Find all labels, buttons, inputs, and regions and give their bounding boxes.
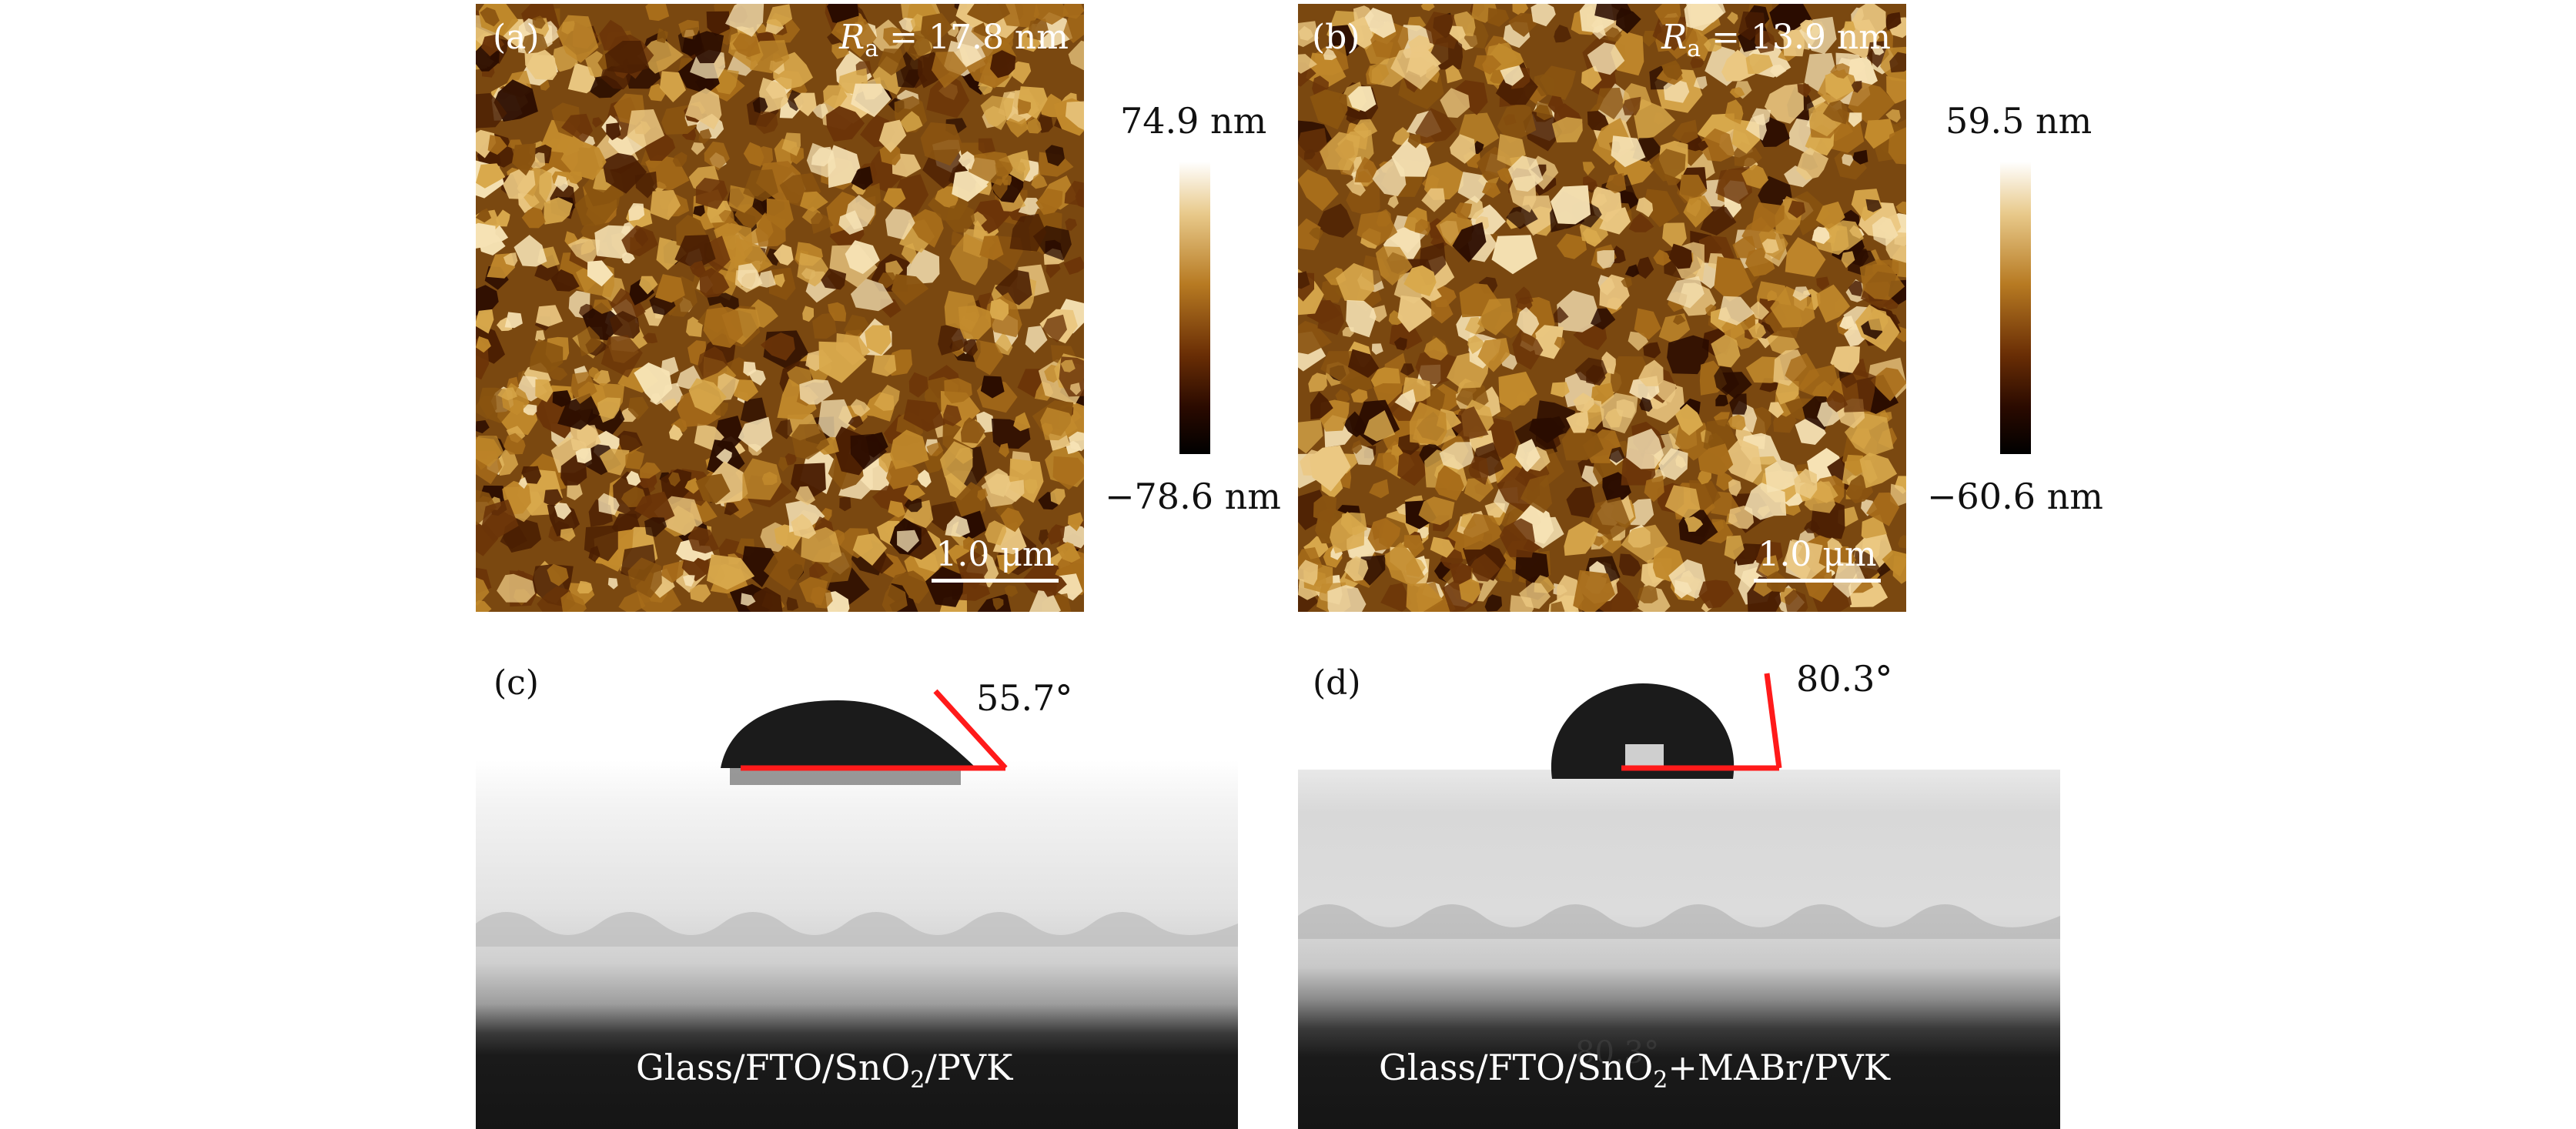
roughness-label-b: Ra = 13.9 nm bbox=[1661, 18, 1891, 62]
caption-text-c-1: Glass/FTO/SnO bbox=[636, 1047, 911, 1088]
contact-angle-image-c: Glass/FTO/SnO2/PVK bbox=[476, 670, 1238, 1129]
scale-bar-line-b bbox=[1754, 579, 1881, 583]
afm-texture-a bbox=[476, 4, 1084, 612]
scale-bar-label-b: 1.0 μm bbox=[1758, 535, 1877, 574]
sample-caption-d: Glass/FTO/SnO2+MABr/PVK bbox=[1379, 1047, 1890, 1094]
panel-label-a: (a) bbox=[493, 18, 540, 57]
scale-bar-line-a bbox=[932, 579, 1059, 583]
colorbar-max-a: 74.9 nm bbox=[1120, 100, 1267, 142]
scale-bar-label-a: 1.0 μm bbox=[935, 535, 1055, 574]
scale-bar-a: 1.0 μm bbox=[932, 535, 1059, 583]
afm-image-b: (b) Ra = 13.9 nm 1.0 μm bbox=[1298, 4, 1906, 612]
contact-angle-image-d: 80.3° Glass/FTO/SnO2+MABr/PVK bbox=[1298, 670, 2060, 1129]
tangent-line-d bbox=[1764, 673, 1782, 769]
roughness-label-a: Ra = 17.8 nm bbox=[839, 18, 1069, 62]
tangent-line-c bbox=[933, 689, 1008, 770]
sample-caption-c: Glass/FTO/SnO2/PVK bbox=[636, 1047, 1012, 1094]
contact-angle-value-c: 55.7° bbox=[976, 677, 1073, 719]
panel-label-d: (d) bbox=[1313, 663, 1361, 703]
caption-sub-d: 2 bbox=[1653, 1067, 1668, 1094]
caption-text-c-2: /PVK bbox=[925, 1047, 1013, 1088]
ripple-band-c bbox=[476, 912, 1238, 947]
colorbar-max-b: 59.5 nm bbox=[1945, 100, 2093, 142]
colorbar-min-b: −60.6 nm bbox=[1927, 476, 2103, 517]
droplet-shadow-c bbox=[730, 768, 961, 785]
panel-label-c: (c) bbox=[493, 663, 539, 703]
caption-text-d-2: +MABr/PVK bbox=[1668, 1047, 1891, 1088]
colorbar-min-a: −78.6 nm bbox=[1105, 476, 1281, 517]
droplet-c bbox=[721, 700, 976, 768]
substrate-d bbox=[1298, 770, 2060, 1129]
ripple-band-d bbox=[1298, 904, 2060, 939]
roughness-symbol-b: R bbox=[1661, 18, 1688, 57]
roughness-subscript-b: a bbox=[1687, 35, 1701, 62]
colorbar-b bbox=[2000, 162, 2031, 454]
roughness-subscript-a: a bbox=[865, 35, 879, 62]
afm-image-a: (a) Ra = 17.8 nm 1.0 μm bbox=[476, 4, 1084, 612]
afm-texture-b bbox=[1298, 4, 1906, 612]
droplet-photo-c bbox=[476, 689, 1238, 1129]
colorbar-a bbox=[1179, 162, 1210, 454]
roughness-value-b: = 13.9 nm bbox=[1711, 18, 1891, 57]
ghost-angle-d: 80.3° bbox=[1575, 1035, 1660, 1071]
roughness-value-a: = 17.8 nm bbox=[889, 18, 1069, 57]
scale-bar-b: 1.0 μm bbox=[1754, 535, 1881, 583]
caption-sub-c: 2 bbox=[910, 1067, 925, 1094]
panel-label-b: (b) bbox=[1312, 18, 1360, 57]
caption-text-d-1: Glass/FTO/SnO bbox=[1379, 1047, 1654, 1088]
droplet-photo-d bbox=[1298, 673, 2060, 1129]
droplet-highlight-d bbox=[1625, 744, 1664, 767]
droplet-d bbox=[1551, 683, 1735, 779]
roughness-symbol-a: R bbox=[839, 18, 865, 57]
contact-angle-value-d: 80.3° bbox=[1796, 658, 1893, 700]
